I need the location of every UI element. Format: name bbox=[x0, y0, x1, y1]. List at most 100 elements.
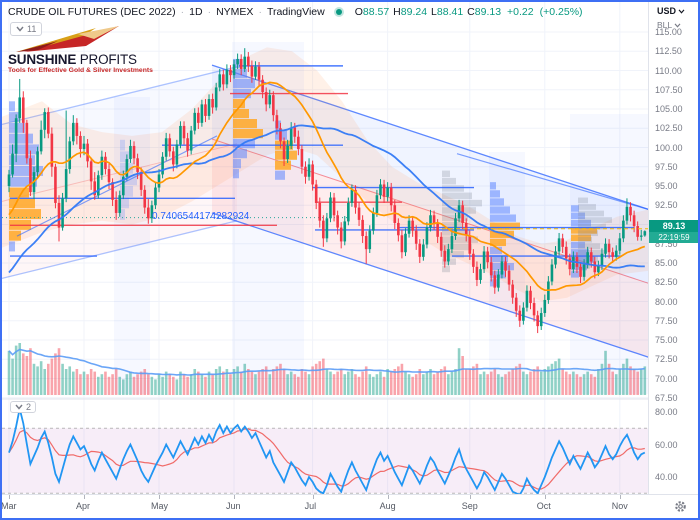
volume-bar bbox=[400, 363, 404, 395]
indicator-count: 2 bbox=[26, 402, 32, 412]
volume-bar bbox=[500, 376, 504, 395]
chart-plot-area[interactable] bbox=[2, 2, 651, 497]
volume-bar bbox=[461, 356, 464, 395]
volume-bar bbox=[389, 371, 393, 395]
candle-body bbox=[332, 197, 336, 216]
volume-bar bbox=[64, 369, 68, 395]
main-pane-collapse-button[interactable]: 11 bbox=[10, 22, 43, 36]
candle-body bbox=[164, 138, 168, 157]
time-tick bbox=[234, 495, 236, 499]
volume-bar bbox=[354, 374, 357, 395]
candle-body bbox=[564, 246, 568, 259]
candle-body bbox=[500, 261, 504, 275]
volume-profile-bar bbox=[9, 241, 15, 252]
candle-body bbox=[347, 202, 350, 222]
month-label: Jun bbox=[226, 501, 241, 511]
volume-bar bbox=[468, 369, 472, 395]
trendline[interactable] bbox=[16, 135, 218, 237]
candle-body bbox=[475, 266, 479, 280]
last-price-badge[interactable]: 89.13 22:19:59 bbox=[649, 220, 698, 244]
volume-bar bbox=[218, 366, 222, 395]
candle-body bbox=[482, 251, 486, 270]
candle-body bbox=[297, 136, 300, 150]
volume-profile-bar bbox=[120, 186, 133, 197]
volume-bar bbox=[214, 369, 218, 395]
interval-label[interactable]: 1D bbox=[189, 6, 203, 18]
volume-profile-bar bbox=[275, 150, 297, 160]
time-tick bbox=[469, 495, 471, 499]
rsi-tick-label: 40.00 bbox=[655, 472, 678, 483]
time-axis[interactable]: Mar Apr May Jun Jul Aug Sep Oct Nov bbox=[2, 494, 698, 518]
month-label: May bbox=[151, 501, 169, 511]
candle-body bbox=[189, 130, 193, 151]
separator: · bbox=[258, 6, 262, 18]
volume-profile-bar bbox=[9, 165, 43, 176]
exchange-label[interactable]: NYMEX bbox=[216, 6, 254, 18]
volume-bar bbox=[229, 374, 232, 395]
candle-body bbox=[554, 251, 557, 265]
volume-bar bbox=[57, 348, 61, 395]
channel-lower-line[interactable] bbox=[2, 220, 238, 280]
gear-icon[interactable] bbox=[674, 500, 687, 513]
volume-profile-bar bbox=[571, 271, 579, 278]
volume-profile-bar bbox=[578, 236, 592, 243]
price-tick-label: 92.50 bbox=[655, 200, 678, 211]
price-tick-label: 77.50 bbox=[655, 315, 678, 326]
chevron-down-icon bbox=[16, 26, 24, 32]
volume-bar bbox=[568, 374, 572, 395]
volume-bar bbox=[36, 366, 39, 395]
volume-bar bbox=[222, 371, 225, 395]
candle-body bbox=[154, 187, 157, 206]
channel-upper-line[interactable] bbox=[2, 66, 238, 126]
chevron-down-icon bbox=[15, 404, 23, 410]
volume-bar bbox=[579, 376, 582, 395]
separator: · bbox=[180, 6, 185, 18]
candle-body bbox=[122, 176, 125, 196]
separator: · bbox=[207, 6, 212, 18]
candle-body bbox=[354, 189, 357, 208]
volume-profile-bar bbox=[233, 149, 247, 159]
currency-toggle[interactable]: USD bbox=[657, 6, 685, 16]
volume-bar bbox=[525, 374, 529, 395]
candle-body bbox=[375, 195, 379, 213]
candle-body bbox=[479, 269, 482, 280]
price-axis[interactable]: USD BLL 89.13 22:19:59 115.00 112.50 110.0… bbox=[648, 2, 698, 494]
volume-profile-bar bbox=[442, 170, 450, 178]
price-chart-canvas[interactable] bbox=[2, 2, 651, 497]
candle-body bbox=[207, 98, 211, 116]
chevron-down-icon bbox=[678, 8, 685, 14]
price-tick-label: 100.00 bbox=[655, 142, 683, 153]
channel-median-line[interactable] bbox=[2, 143, 238, 202]
volume-bar bbox=[129, 371, 132, 395]
volume-profile-bar bbox=[442, 258, 456, 265]
candle-body bbox=[129, 145, 132, 160]
candle-body bbox=[643, 231, 647, 236]
volume-bar bbox=[279, 363, 282, 395]
candle-body bbox=[204, 104, 207, 116]
volume-bar bbox=[61, 363, 64, 395]
volume-bar bbox=[411, 376, 414, 395]
channel-lower-line[interactable] bbox=[211, 212, 651, 359]
volume-bar bbox=[600, 363, 604, 395]
connection-status-icon[interactable] bbox=[335, 9, 342, 15]
trendline[interactable] bbox=[456, 153, 651, 211]
volume-bar bbox=[307, 374, 311, 395]
month-label: Mar bbox=[1, 501, 17, 511]
candle-body bbox=[572, 256, 575, 270]
time-tick bbox=[159, 495, 161, 499]
candle-body bbox=[247, 56, 250, 66]
candle-body bbox=[336, 215, 339, 228]
candle-body bbox=[422, 244, 425, 257]
candle-body bbox=[71, 122, 75, 142]
volume-bar bbox=[200, 374, 204, 395]
volume-profile-bar bbox=[9, 187, 29, 198]
time-tick bbox=[312, 495, 314, 499]
symbol-title[interactable]: CRUDE OIL FUTURES (DEC 2022) bbox=[8, 6, 176, 18]
unit-toggle[interactable]: BLL bbox=[657, 20, 681, 30]
candle-body bbox=[79, 135, 82, 150]
candle-body bbox=[386, 187, 389, 197]
volume-bar bbox=[522, 371, 525, 395]
candle-body bbox=[300, 149, 304, 167]
rsi-pane-collapse-button[interactable]: 2 bbox=[10, 401, 37, 413]
fib-level-label[interactable]: 0.7406544174282924 bbox=[152, 211, 250, 222]
